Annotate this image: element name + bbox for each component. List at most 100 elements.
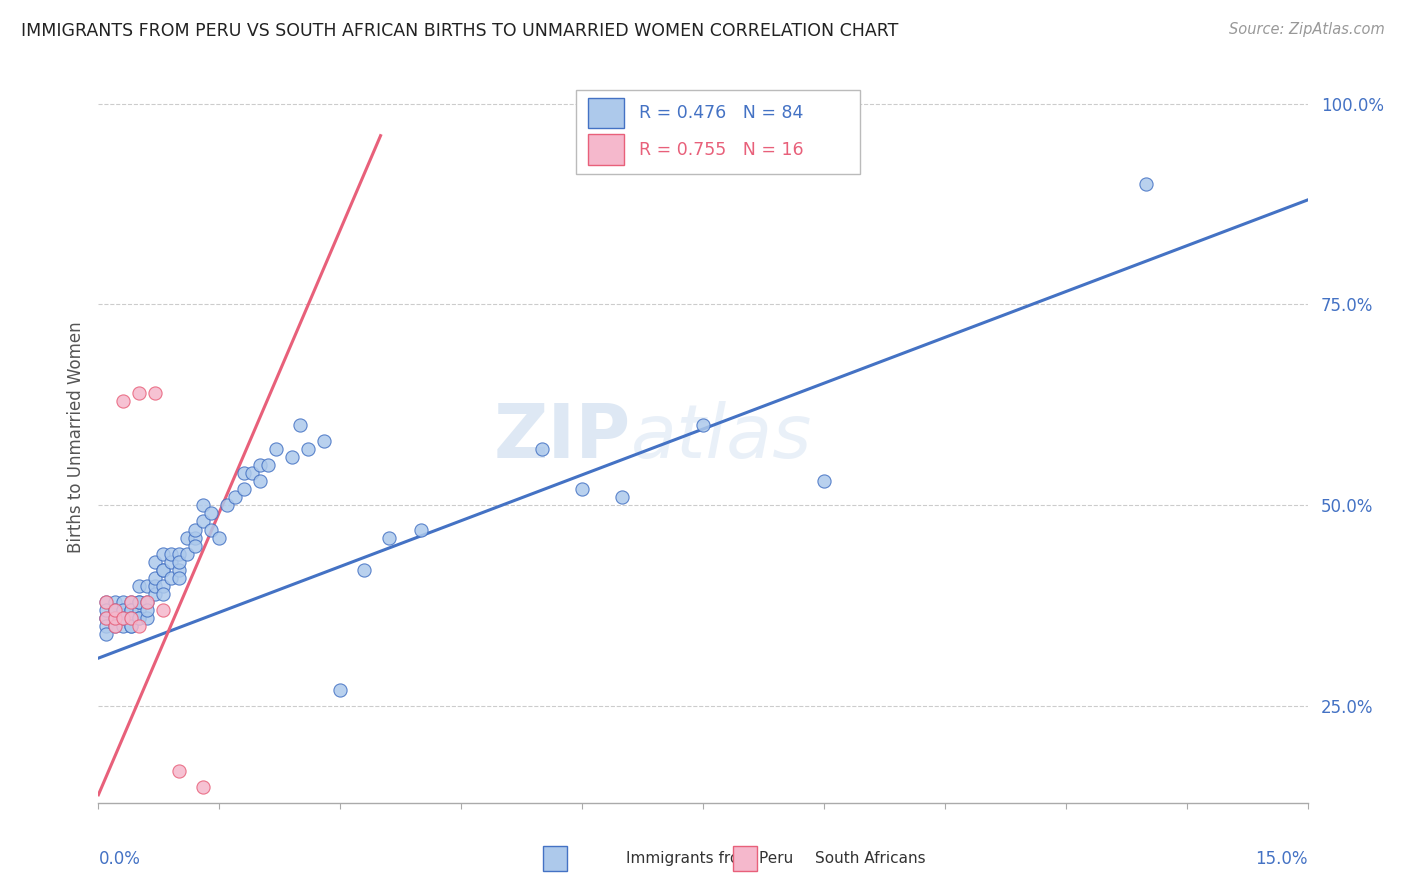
Point (208, 531, 231, 545)
Y-axis label: Births to Unmarried Women: Births to Unmarried Women (66, 321, 84, 553)
Point (120, 619, 142, 633)
Point (128, 595, 150, 609)
Point (217, 499, 239, 513)
Point (167, 571, 190, 585)
Point (120, 595, 142, 609)
Point (128, 619, 150, 633)
Point (111, 611, 134, 625)
Point (128, 611, 150, 625)
Point (193, 499, 215, 513)
Text: 15.0%: 15.0% (1256, 850, 1308, 868)
Text: 0.0%: 0.0% (98, 850, 141, 868)
Point (120, 603, 142, 617)
Point (96, 611, 118, 625)
Point (152, 563, 174, 577)
Point (176, 547, 198, 561)
Text: Immigrants from Peru: Immigrants from Peru (626, 851, 793, 865)
Point (232, 467, 254, 481)
Point (530, 442, 553, 457)
Point (249, 475, 271, 489)
Point (96, 595, 118, 609)
Point (1135, 177, 1157, 191)
Point (111, 393, 134, 408)
Point (120, 595, 142, 609)
Point (120, 619, 142, 633)
Point (264, 442, 287, 457)
Point (160, 555, 183, 569)
Point (152, 563, 174, 577)
Point (297, 442, 319, 457)
Point (103, 619, 125, 633)
Point (103, 611, 125, 625)
Text: R = 0.476   N = 84: R = 0.476 N = 84 (638, 104, 803, 122)
Point (128, 603, 150, 617)
Point (377, 531, 399, 545)
Point (135, 595, 157, 609)
Text: ZIP: ZIP (494, 401, 630, 474)
Point (135, 603, 157, 617)
Point (314, 434, 336, 449)
Point (143, 555, 166, 569)
Point (224, 491, 246, 505)
Point (232, 483, 254, 497)
Point (128, 595, 150, 609)
Point (96, 619, 118, 633)
Point (193, 515, 215, 529)
Point (152, 587, 174, 601)
Point (135, 611, 157, 625)
Point (329, 683, 352, 698)
Point (167, 547, 190, 561)
Point (111, 603, 134, 617)
Point (96, 603, 118, 617)
FancyBboxPatch shape (576, 90, 860, 174)
Point (103, 603, 125, 617)
Point (128, 579, 150, 593)
Text: Source: ZipAtlas.com: Source: ZipAtlas.com (1229, 22, 1385, 37)
Point (160, 571, 183, 585)
Point (111, 595, 134, 609)
Point (111, 603, 134, 617)
Point (103, 611, 125, 625)
Point (288, 417, 311, 432)
Point (120, 611, 142, 625)
Point (128, 611, 150, 625)
Point (135, 595, 157, 609)
Point (135, 579, 157, 593)
Point (103, 603, 125, 617)
Point (103, 611, 125, 625)
Point (152, 579, 174, 593)
Text: atlas: atlas (630, 401, 811, 473)
Point (256, 458, 278, 473)
Point (409, 523, 432, 537)
Point (143, 571, 166, 585)
Point (160, 547, 183, 561)
Point (103, 603, 125, 617)
Point (96, 611, 118, 625)
Point (184, 523, 207, 537)
Point (813, 475, 835, 489)
Point (167, 563, 190, 577)
Point (167, 764, 190, 778)
Point (103, 619, 125, 633)
Point (152, 547, 174, 561)
Point (96, 595, 118, 609)
Point (281, 450, 304, 465)
Point (200, 507, 222, 521)
Point (143, 579, 166, 593)
Point (128, 385, 150, 400)
Point (167, 555, 190, 569)
Point (571, 483, 593, 497)
Point (249, 458, 271, 473)
Point (96, 611, 118, 625)
Point (103, 595, 125, 609)
Point (240, 467, 263, 481)
Point (692, 417, 714, 432)
Point (184, 539, 207, 553)
Point (612, 491, 634, 505)
Text: R = 0.755   N = 16: R = 0.755 N = 16 (638, 141, 804, 159)
FancyBboxPatch shape (588, 98, 624, 128)
FancyBboxPatch shape (588, 135, 624, 165)
Point (111, 611, 134, 625)
Text: South Africans: South Africans (815, 851, 927, 865)
Point (120, 611, 142, 625)
